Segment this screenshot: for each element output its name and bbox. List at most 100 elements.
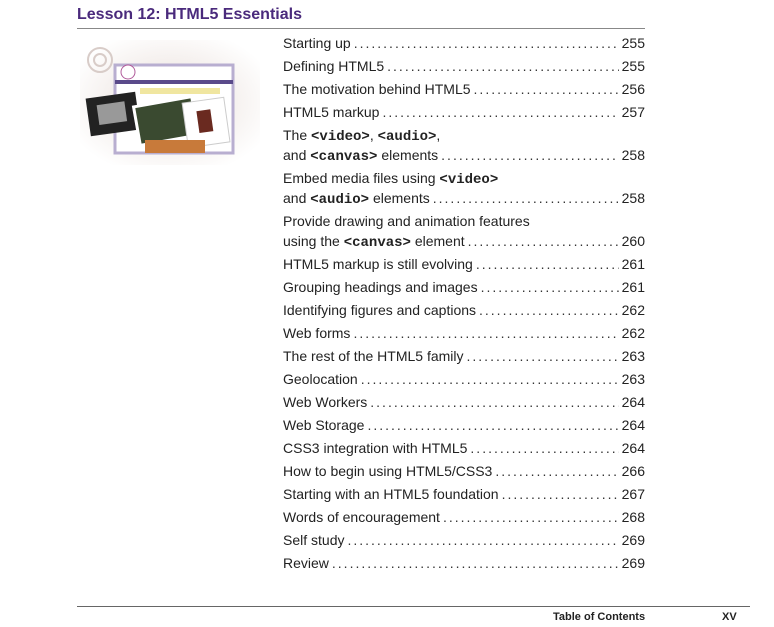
toc-page-number: 260: [621, 233, 645, 249]
toc-entry[interactable]: Words of encouragement 268: [283, 507, 645, 527]
toc-entry[interactable]: Web Workers 264: [283, 392, 645, 412]
toc-page-number: 261: [621, 279, 645, 295]
dot-leader: [470, 438, 618, 458]
toc-page-number: 262: [621, 325, 645, 341]
title-text: Starting up: [283, 35, 351, 51]
toc-page-number: 264: [621, 440, 645, 456]
toc-page-number: 258: [621, 147, 645, 163]
lesson-title: Lesson 12: HTML5 Essentials: [77, 6, 302, 23]
toc-entry[interactable]: Web Storage 264: [283, 415, 645, 435]
code-tag-text: <video>: [311, 129, 370, 145]
dot-leader: [502, 484, 619, 504]
title-text: HTML5 markup is still evolving: [283, 256, 473, 272]
toc-entry-line: Provide drawing and animation features: [283, 211, 645, 231]
toc-entry[interactable]: Review 269: [283, 553, 645, 573]
toc-entry-title: Starting up: [283, 33, 351, 53]
toc-page-number: 264: [621, 417, 645, 433]
toc-entry[interactable]: The rest of the HTML5 family 263: [283, 346, 645, 366]
title-text: CSS3 integration with HTML5: [283, 440, 468, 456]
toc-page-number: 268: [621, 509, 645, 525]
title-text: elements: [369, 190, 430, 206]
title-text: Starting with an HTML5 foundation: [283, 486, 499, 502]
title-text: using the: [283, 233, 344, 249]
toc-page-number: 261: [621, 256, 645, 272]
toc-entry-line: How to begin using HTML5/CSS3 266: [283, 461, 645, 481]
toc-entry-title: Self study: [283, 530, 344, 550]
toc-entry[interactable]: Grouping headings and images 261: [283, 277, 645, 297]
dot-leader: [467, 346, 619, 366]
toc-entry-line: Embed media files using <video>: [283, 168, 645, 188]
toc-entry[interactable]: HTML5 markup 257: [283, 102, 645, 122]
title-text: Review: [283, 555, 329, 571]
dot-leader: [354, 33, 619, 53]
toc-entry-line: Web forms 262: [283, 323, 645, 343]
toc-page-number: 269: [621, 532, 645, 548]
dot-leader: [479, 300, 619, 320]
toc-entry-title: The <video>, <audio>,: [283, 125, 440, 145]
toc-entry-title: Defining HTML5: [283, 56, 384, 76]
toc-entry-line: Web Storage 264: [283, 415, 645, 435]
title-text: Self study: [283, 532, 345, 548]
toc-entry-line: HTML5 markup 257: [283, 102, 645, 122]
toc-entry[interactable]: The <video>, <audio>, and <canvas> elemen…: [283, 125, 645, 165]
toc-entry[interactable]: Geolocation 263: [283, 369, 645, 389]
title-text: How to begin using HTML5/CSS3: [283, 463, 493, 479]
toc-entry-line: Words of encouragement 268: [283, 507, 645, 527]
toc-entry-title: Starting with an HTML5 foundation: [283, 484, 499, 504]
toc-entry-title: Review: [283, 553, 329, 573]
toc-entry[interactable]: Starting with an HTML5 foundation 267: [283, 484, 645, 504]
toc-entry[interactable]: Defining HTML5 255: [283, 56, 645, 76]
toc-entry[interactable]: Provide drawing and animation features us…: [283, 211, 645, 251]
dot-leader: [433, 188, 619, 208]
toc-entry-line: Grouping headings and images 261: [283, 277, 645, 297]
toc-page-number: 255: [621, 35, 645, 51]
title-text: The: [283, 127, 312, 143]
dot-leader: [443, 507, 619, 527]
toc-entry[interactable]: How to begin using HTML5/CSS3 266: [283, 461, 645, 481]
toc-entry-line: Review 269: [283, 553, 645, 573]
toc-entry-line: HTML5 markup is still evolving 261: [283, 254, 645, 274]
toc-entry-line: Web Workers 264: [283, 392, 645, 412]
code-tag-text: <canvas>: [343, 235, 411, 251]
toc-entry[interactable]: Starting up 255: [283, 33, 645, 53]
toc-entry[interactable]: Embed media files using <video> and <audi…: [283, 168, 645, 208]
toc-entry-title: CSS3 integration with HTML5: [283, 438, 467, 458]
toc-entry[interactable]: Web forms 262: [283, 323, 645, 343]
dot-leader: [441, 145, 618, 165]
toc-entry-line: CSS3 integration with HTML5 264: [283, 438, 645, 458]
toc-entry[interactable]: Identifying figures and captions 262: [283, 300, 645, 320]
title-text: Defining HTML5: [283, 58, 385, 74]
dot-leader: [370, 392, 618, 412]
toc-entry-title: HTML5 markup is still evolving: [283, 254, 473, 274]
toc-entry-title: The motivation behind HTML5: [283, 79, 471, 99]
dot-leader: [347, 530, 618, 550]
toc-page-number: 256: [621, 81, 645, 97]
dot-leader: [361, 369, 619, 389]
toc-page-number: 266: [621, 463, 645, 479]
table-of-contents: Starting up 255 Defining HTML5 255 The motiv…: [283, 33, 645, 576]
title-text: The rest of the HTML5 family: [283, 348, 464, 364]
dot-leader: [476, 254, 619, 274]
title-text: elements: [377, 147, 439, 163]
toc-entry[interactable]: The motivation behind HTML5 256: [283, 79, 645, 99]
title-text: Web Workers: [283, 394, 368, 410]
dot-leader: [387, 56, 618, 76]
toc-entry[interactable]: CSS3 integration with HTML5 264: [283, 438, 645, 458]
dot-leader: [468, 231, 619, 251]
title-text: element: [410, 233, 465, 249]
toc-entry[interactable]: Self study 269: [283, 530, 645, 550]
toc-entry-title: Web forms: [283, 323, 350, 343]
title-text: and: [283, 190, 311, 206]
dot-leader: [382, 102, 618, 122]
toc-page-number: 267: [621, 486, 645, 502]
dot-leader: [332, 553, 619, 573]
lesson-thumbnail-image: [80, 40, 260, 165]
title-text: Geolocation: [283, 371, 358, 387]
toc-entry[interactable]: HTML5 markup is still evolving 261: [283, 254, 645, 274]
toc-page-number: 264: [621, 394, 645, 410]
dot-leader: [367, 415, 618, 435]
toc-entry-line: Starting up 255: [283, 33, 645, 53]
title-text: Web forms: [283, 325, 351, 341]
toc-page-number: 262: [621, 302, 645, 318]
toc-entry-line: The rest of the HTML5 family 263: [283, 346, 645, 366]
